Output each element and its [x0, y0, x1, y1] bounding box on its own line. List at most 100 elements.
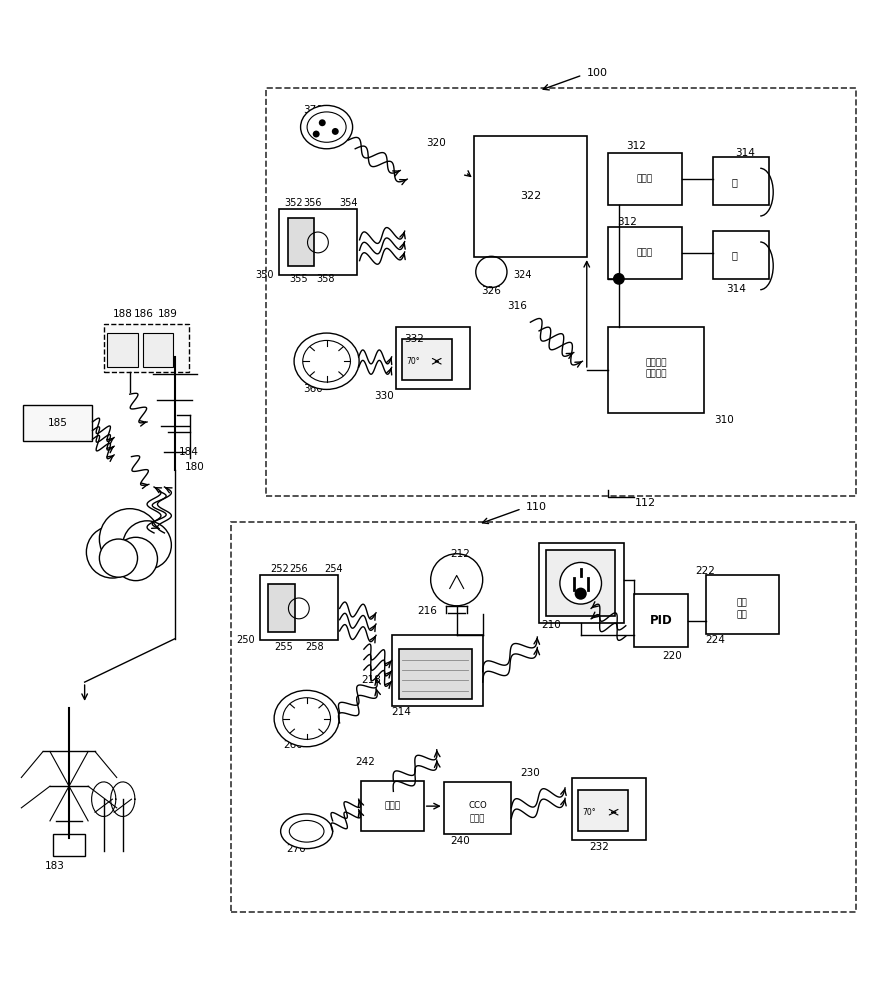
- Text: 70°: 70°: [581, 808, 595, 817]
- Bar: [401, 339, 452, 380]
- Text: 224: 224: [705, 635, 725, 645]
- Circle shape: [312, 131, 319, 138]
- Text: PID: PID: [649, 614, 672, 627]
- Text: 负载: 负载: [736, 610, 746, 619]
- Bar: [269, 584, 295, 632]
- Text: 310: 310: [713, 415, 733, 425]
- Text: 352: 352: [284, 198, 302, 208]
- Bar: [546, 550, 614, 616]
- Text: 70°: 70°: [406, 357, 420, 366]
- Bar: [539, 543, 623, 623]
- Text: 185: 185: [48, 418, 68, 428]
- Bar: [279, 209, 356, 275]
- Bar: [23, 405, 92, 441]
- Text: 356: 356: [302, 198, 322, 208]
- Ellipse shape: [294, 333, 359, 389]
- Circle shape: [318, 119, 325, 126]
- Circle shape: [331, 128, 338, 135]
- Text: 322: 322: [519, 191, 541, 201]
- Text: 332: 332: [404, 334, 424, 344]
- Text: 330: 330: [374, 391, 394, 401]
- Text: CCO: CCO: [468, 801, 487, 810]
- Text: 312: 312: [625, 141, 645, 151]
- Text: 网络: 网络: [105, 547, 118, 557]
- Text: 230: 230: [520, 768, 539, 778]
- Bar: [607, 327, 703, 413]
- Text: 180: 180: [185, 462, 205, 472]
- Text: 350: 350: [255, 270, 274, 280]
- Bar: [361, 781, 423, 831]
- Text: 254: 254: [323, 564, 342, 574]
- Text: 182: 182: [103, 566, 123, 576]
- Text: 数字镇流
器控制器: 数字镇流 器控制器: [645, 358, 667, 378]
- Bar: [398, 649, 472, 699]
- Text: 183: 183: [45, 861, 64, 871]
- Text: 222: 222: [694, 566, 714, 576]
- Text: 270: 270: [286, 844, 305, 854]
- Bar: [143, 333, 173, 367]
- Text: 232: 232: [588, 842, 608, 852]
- Text: 240: 240: [450, 836, 470, 846]
- Bar: [474, 136, 586, 257]
- Bar: [103, 324, 189, 372]
- Bar: [231, 522, 854, 912]
- Circle shape: [114, 537, 157, 581]
- Text: 354: 354: [339, 198, 358, 208]
- Bar: [607, 153, 681, 205]
- Text: 370: 370: [302, 105, 322, 115]
- Text: 218: 218: [361, 675, 381, 685]
- Text: 184: 184: [179, 447, 199, 457]
- Text: 214: 214: [391, 707, 411, 717]
- Text: 250: 250: [235, 635, 255, 645]
- Bar: [391, 635, 482, 706]
- Bar: [288, 218, 313, 266]
- Circle shape: [99, 509, 160, 569]
- Bar: [712, 157, 768, 205]
- Circle shape: [613, 274, 623, 284]
- Text: 镇流器: 镇流器: [636, 248, 652, 257]
- Bar: [266, 88, 854, 496]
- Text: 插入: 插入: [736, 598, 746, 607]
- Text: 阻尼器: 阻尼器: [384, 802, 400, 811]
- Text: 316: 316: [507, 301, 527, 311]
- Text: 358: 358: [315, 274, 335, 284]
- Text: 355: 355: [289, 274, 308, 284]
- Text: 360: 360: [302, 384, 322, 394]
- Ellipse shape: [300, 105, 352, 149]
- Text: 314: 314: [734, 148, 754, 158]
- Circle shape: [123, 521, 171, 569]
- Text: 216: 216: [417, 606, 437, 616]
- Text: 256: 256: [289, 564, 308, 574]
- Text: 灯: 灯: [731, 177, 736, 187]
- Text: 326: 326: [481, 286, 501, 296]
- Bar: [577, 790, 627, 831]
- Text: 314: 314: [726, 284, 746, 294]
- Text: 组合件: 组合件: [469, 815, 485, 824]
- Text: 灯: 灯: [731, 250, 736, 260]
- Bar: [607, 227, 681, 279]
- Bar: [395, 327, 469, 389]
- Text: 255: 255: [275, 642, 293, 652]
- Bar: [705, 575, 779, 634]
- Bar: [53, 834, 84, 856]
- Text: 320: 320: [426, 138, 446, 148]
- Bar: [443, 782, 511, 834]
- Circle shape: [560, 562, 600, 604]
- Text: 242: 242: [355, 757, 375, 767]
- Ellipse shape: [274, 690, 339, 747]
- Bar: [260, 575, 337, 640]
- Text: 258: 258: [304, 642, 323, 652]
- Bar: [634, 594, 687, 647]
- Text: 252: 252: [270, 564, 289, 574]
- Text: 189: 189: [157, 309, 177, 319]
- Circle shape: [99, 539, 137, 577]
- Text: 镇流器: 镇流器: [636, 175, 652, 184]
- Text: 188: 188: [112, 309, 132, 319]
- Text: 312: 312: [616, 217, 636, 227]
- Text: 212: 212: [450, 549, 470, 559]
- Text: 100: 100: [586, 68, 607, 78]
- Bar: [712, 231, 768, 279]
- Bar: [107, 333, 137, 367]
- Circle shape: [574, 588, 586, 600]
- Text: 260: 260: [283, 740, 302, 750]
